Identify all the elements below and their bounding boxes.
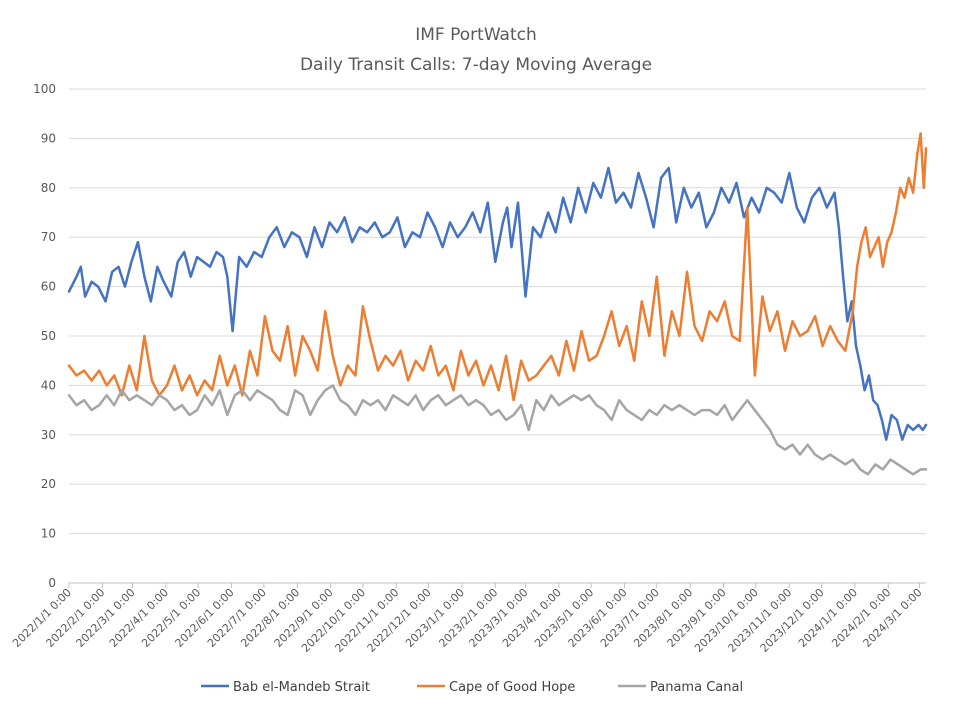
x-tick-label: 2022/5/1 0:00 — [139, 586, 203, 650]
y-tick-label: 50 — [41, 329, 56, 343]
x-tick-label: 2022/7/1 0:00 — [205, 586, 269, 650]
y-tick-label: 20 — [41, 477, 56, 491]
y-tick-label: 0 — [48, 576, 56, 590]
gridlines — [69, 88, 926, 535]
series-line-cape-of-good-hope — [67, 132, 928, 402]
chart-subtitle: Daily Transit Calls: 7-day Moving Averag… — [300, 55, 652, 75]
x-tick-label: 2023/1/1 0:00 — [403, 586, 467, 650]
legend: Bab el-Mandeb Strait Cape of Good Hope Pan… — [201, 680, 743, 695]
chart-title: IMF PortWatch — [415, 25, 537, 45]
y-tick-label: 30 — [41, 428, 56, 442]
series-line-panama-canal — [67, 384, 928, 476]
y-tick-label: 90 — [41, 131, 56, 145]
x-tick-label: 2022/8/1 0:00 — [238, 586, 302, 650]
x-tick-label: 2023/8/1 0:00 — [631, 586, 695, 650]
y-tick-label: 80 — [41, 181, 56, 195]
y-tick-label: 10 — [41, 527, 56, 541]
x-tick-label: 2023/5/1 0:00 — [532, 586, 596, 650]
legend-label: Cape of Good Hope — [449, 680, 575, 695]
y-tick-label: 100 — [33, 82, 56, 96]
x-tick-label: 2022/1/1 0:00 — [10, 586, 74, 650]
legend-label: Bab el-Mandeb Strait — [233, 680, 370, 695]
x-tick-label: 2023/7/1 0:00 — [598, 586, 662, 650]
x-tick-label: 2024/1/1 0:00 — [796, 586, 860, 650]
y-tick-label: 70 — [41, 230, 56, 244]
y-tick-label: 40 — [41, 378, 56, 392]
y-tick-label: 60 — [41, 280, 56, 294]
legend-label: Panama Canal — [650, 680, 743, 695]
y-axis: 0 10 20 30 40 50 60 70 80 90 100 — [33, 82, 56, 590]
series-line-bab-el-mandeb-strait — [67, 166, 928, 441]
series-lines — [67, 132, 928, 476]
